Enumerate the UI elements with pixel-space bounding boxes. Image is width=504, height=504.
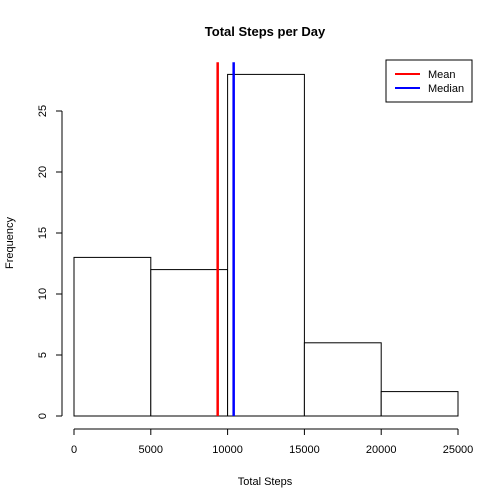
y-tick-label: 25 bbox=[37, 105, 49, 117]
x-axis-label: Total Steps bbox=[238, 476, 293, 488]
x-tick-label: 20000 bbox=[366, 444, 397, 456]
histogram-bar bbox=[380, 391, 459, 417]
x-tick-label: 15000 bbox=[289, 444, 320, 456]
legend-label-median: Median bbox=[428, 83, 464, 95]
y-tick-label: 0 bbox=[37, 413, 49, 419]
x-tick-label: 0 bbox=[71, 444, 77, 456]
x-tick-label: 25000 bbox=[443, 444, 474, 456]
chart-title: Total Steps per Day bbox=[205, 24, 326, 39]
x-tick-label: 5000 bbox=[139, 444, 163, 456]
legend-label-mean: Mean bbox=[428, 69, 456, 81]
legend: Mean Median bbox=[385, 59, 473, 103]
histogram-bar bbox=[73, 256, 152, 417]
histogram-bar bbox=[227, 73, 305, 417]
legend-box bbox=[385, 59, 473, 103]
y-tick-label: 5 bbox=[37, 352, 49, 358]
y-axis-label: Frequency bbox=[4, 217, 16, 269]
histogram-bars bbox=[73, 73, 459, 417]
y-tick-label: 10 bbox=[37, 288, 49, 300]
y-axis: 0 5 10 15 20 25 bbox=[37, 105, 63, 419]
reference-lines bbox=[216, 62, 235, 416]
histogram-bar bbox=[150, 269, 229, 417]
x-tick-label: 10000 bbox=[212, 444, 243, 456]
x-axis: 0 5000 10000 15000 20000 25000 bbox=[71, 428, 474, 456]
histogram-bar bbox=[303, 342, 382, 417]
y-tick-label: 15 bbox=[37, 227, 49, 239]
y-tick-label: 20 bbox=[37, 166, 49, 178]
